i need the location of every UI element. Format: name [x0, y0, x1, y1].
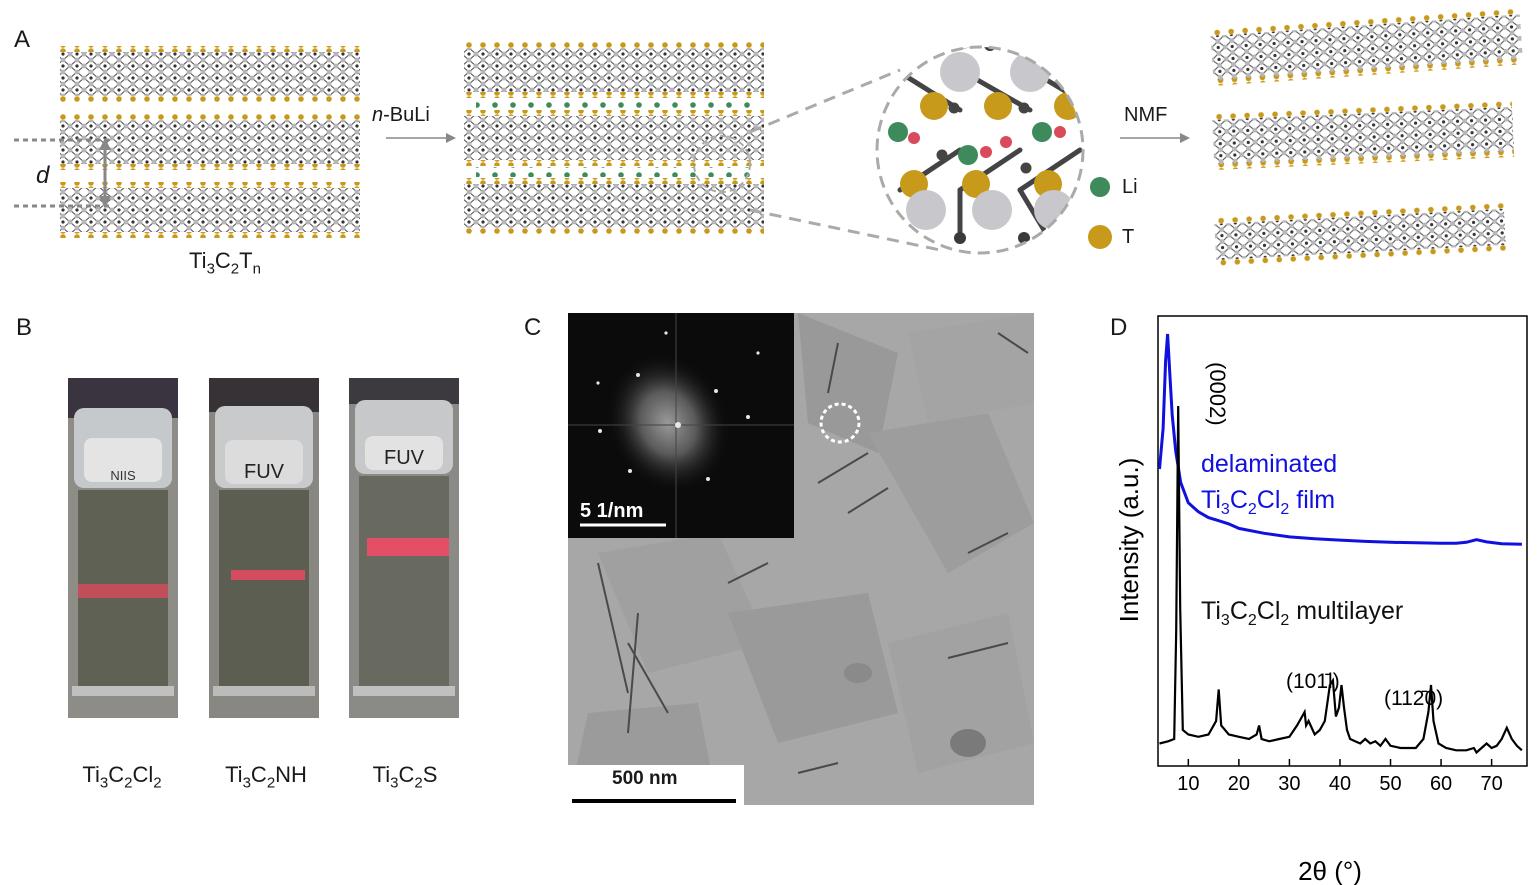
delaminated-sheets	[1210, 8, 1524, 266]
main-scale-label: 500 nm	[612, 768, 678, 789]
interlayer-spacing-label: d	[36, 162, 50, 189]
vial-ti3c2cl2: NIIS	[68, 378, 178, 718]
xrd-chart: 10 20 30 40 50 60 70 2θ (°) Intensity (a.u.) (…	[1114, 315, 1528, 885]
vial-1-label: Ti3C2Cl2	[82, 762, 162, 792]
panel-letter-d: D	[1110, 314, 1128, 341]
vial-ti3c2s: FUV	[349, 378, 459, 718]
pristine-stack	[14, 46, 360, 238]
annotation-0002: (0002)	[1205, 362, 1230, 426]
scale-bar-box	[568, 765, 744, 805]
series-delaminated-film	[1158, 333, 1522, 546]
legend-film: delaminated Ti3C2Cl2 film	[1201, 450, 1338, 518]
vial-2-text: FUV	[244, 461, 285, 483]
legend-multilayer: Ti3C2Cl2 multilayer	[1201, 597, 1404, 629]
x-tick-label: 60	[1430, 773, 1452, 795]
y-axis-label: Intensity (a.u.)	[1114, 458, 1144, 623]
panel-a-schematic	[14, 8, 1524, 266]
main-scale-bar	[572, 799, 736, 803]
x-tick-label: 70	[1480, 773, 1502, 795]
pristine-formula: Ti3C2Tn	[189, 248, 261, 278]
legend-t-dot	[1088, 225, 1112, 249]
plot-frame	[1157, 315, 1528, 767]
legend-li-dot	[1090, 177, 1110, 197]
inset-scale-label: 5 1/nm	[580, 500, 644, 522]
x-tick-label: 10	[1177, 773, 1199, 795]
zoom-circle	[875, 45, 1085, 255]
vial-3-text: FUV	[384, 447, 425, 469]
panel-letter-b: B	[16, 314, 33, 341]
series-multilayer	[1159, 405, 1523, 755]
legend-li-label: Li	[1122, 176, 1138, 198]
vial-3-label: Ti3C2S	[372, 762, 438, 792]
vial-ti3c2nh: FUV	[209, 378, 319, 718]
x-axis-label: 2θ (°)	[1298, 856, 1362, 885]
x-tick-label: 50	[1379, 773, 1401, 795]
panel-letter-c: C	[524, 314, 542, 341]
intercalated-stack	[464, 42, 764, 234]
nmf-label: NMF	[1124, 104, 1168, 126]
diffraction-inset	[568, 313, 794, 538]
vial-2-label: Ti3C2NH	[225, 762, 307, 792]
annotation-101l: (101̄l)	[1286, 670, 1340, 693]
vial-1-text: NIIS	[110, 468, 136, 483]
legend-t-label: T	[1122, 226, 1135, 248]
x-tick-label: 20	[1228, 773, 1250, 795]
butyllithium-label: n-BuLi	[372, 104, 430, 126]
x-tick-label: 40	[1329, 773, 1351, 795]
x-tick-label: 30	[1278, 773, 1300, 795]
panel-letter-a: A	[14, 26, 31, 53]
annotation-1120: (112̄0)	[1384, 687, 1443, 710]
